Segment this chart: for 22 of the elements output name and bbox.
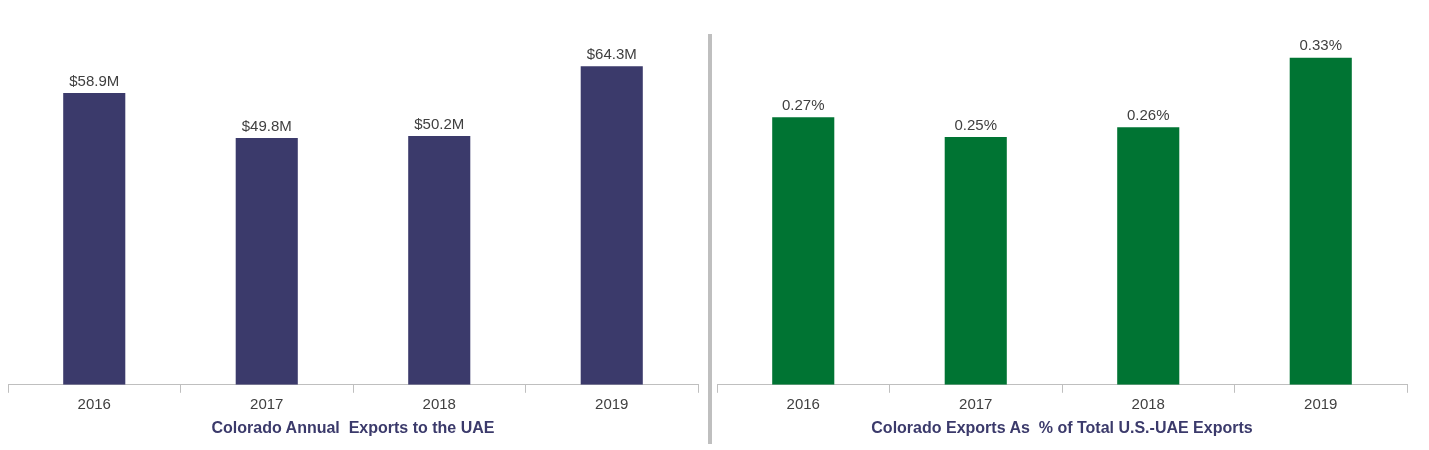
data-label: 0.26% xyxy=(1126,105,1170,123)
data-label: $49.8M xyxy=(241,116,292,134)
x-tick-label: 2019 xyxy=(595,394,629,412)
x-tick-label: 2018 xyxy=(422,394,456,412)
x-tick-label: 2018 xyxy=(1131,394,1165,412)
x-tick-label: 2016 xyxy=(77,394,111,412)
x-tick-label: 2016 xyxy=(786,394,820,412)
data-label: 0.33% xyxy=(1299,36,1343,54)
data-label: $64.3M xyxy=(586,44,637,62)
bar xyxy=(580,66,643,385)
x-tick-label: 2017 xyxy=(959,394,993,412)
x-tick-label: 2019 xyxy=(1304,394,1338,412)
data-label: $50.2M xyxy=(414,114,465,132)
x-tick-label: 2017 xyxy=(250,394,284,412)
data-label: 0.25% xyxy=(954,115,998,133)
bar xyxy=(235,138,298,385)
data-label: $58.9M xyxy=(69,71,120,89)
bar xyxy=(408,136,471,385)
data-label: 0.27% xyxy=(781,95,825,113)
bar xyxy=(63,92,126,385)
x-axis-title: Colorado Annual Exports to the UAE xyxy=(211,418,495,436)
x-axis-title: Colorado Exports As % of Total U.S.-UAE Exports xyxy=(871,418,1253,436)
